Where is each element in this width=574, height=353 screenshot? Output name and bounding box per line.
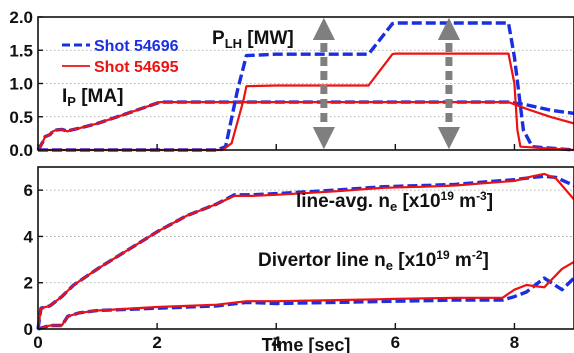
top-panel: 0.0 0.5 1.0 1.5 2.0 Shot 54696 Shot 54695 PL… <box>9 8 574 160</box>
legend-label-shot-54695: Shot 54695 <box>94 59 179 76</box>
top-y-ticks: 0.0 0.5 1.0 1.5 2.0 <box>9 8 43 160</box>
bottom-axes-frame <box>37 166 574 330</box>
series-p-lh-mw-shot-54695 <box>38 52 574 152</box>
annotation-divertor-ne: Divertor line ne [x1019 m-2] <box>258 248 489 273</box>
x-tick-label: 4 <box>271 333 281 352</box>
x-tick-label: 8 <box>510 333 519 352</box>
top-y-tick-label: 2.0 <box>9 8 33 27</box>
bottom-panel: 0 2 4 6 0 2 4 6 8 line-avg. ne [x1019 m-3] Dive… <box>24 166 574 353</box>
top-series <box>36 21 574 152</box>
series-line-avg-n-e-shot-54695 <box>36 172 574 330</box>
series-i-p-ma-shot-54695 <box>37 100 574 151</box>
bottom-series <box>36 172 574 331</box>
top-x-ticks <box>37 144 516 150</box>
series-i-p-ma-shot-54696 <box>36 100 574 151</box>
bottom-y-tick-label: 4 <box>24 227 34 246</box>
series-divertor-line-n-e-shot-54696 <box>37 276 574 331</box>
bottom-y-tick-label: 6 <box>24 181 33 200</box>
series-divertor-line-n-e-shot-54695 <box>37 260 574 331</box>
bottom-y-tick-label: 0 <box>24 320 33 339</box>
top-y-tick-label: 1.5 <box>9 41 33 60</box>
bottom-x-ticks: 0 2 4 6 8 <box>33 323 519 352</box>
top-grid <box>38 49 574 118</box>
annotation-plh: PLH [MW] <box>212 28 294 51</box>
bottom-grid <box>38 189 574 284</box>
top-y-tick-label: 1.0 <box>9 75 33 94</box>
bottom-y-ticks: 0 2 4 6 <box>24 181 43 339</box>
annotation-line-avg-ne: line-avg. ne [x1019 m-3] <box>296 189 493 214</box>
legend-label-shot-54696: Shot 54696 <box>94 38 179 55</box>
series-p-lh-mw-shot-54696 <box>38 21 574 152</box>
x-tick-label: 0 <box>33 333 42 352</box>
bottom-y-tick-label: 2 <box>24 274 33 293</box>
top-y-tick-label: 0.5 <box>9 108 33 127</box>
x-axis-label: Time [sec] <box>262 335 351 353</box>
top-y-tick-label: 0.0 <box>9 141 33 160</box>
legend: Shot 54696 Shot 54695 <box>62 38 179 76</box>
annotation-ip: IP [MA] <box>62 86 123 109</box>
time-marker-arrows <box>312 17 461 150</box>
x-tick-label: 2 <box>152 333 161 352</box>
x-tick-label: 6 <box>391 333 400 352</box>
